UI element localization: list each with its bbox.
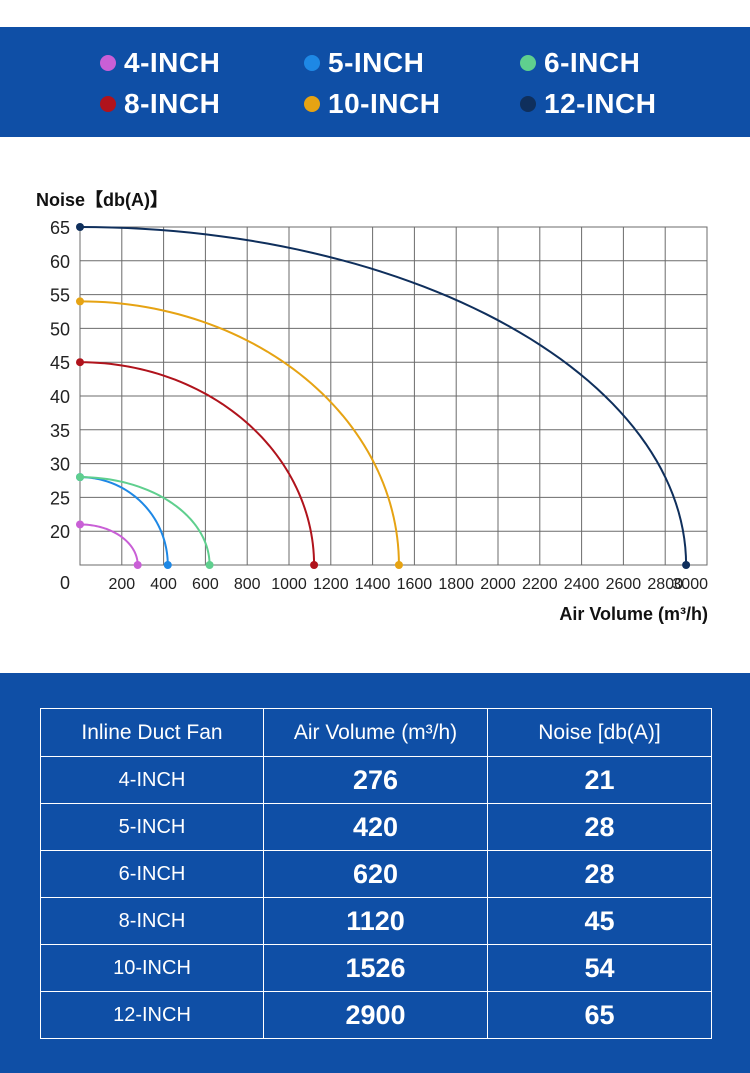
x-tick-label: 2200 (522, 576, 558, 593)
grid (79, 226, 708, 566)
series-line-12-inch (79, 226, 688, 566)
series-point-end (133, 561, 142, 569)
series-point-start (76, 358, 84, 367)
x-tick-label: 200 (108, 576, 135, 593)
x-tick-label: 2600 (606, 576, 642, 593)
legend-label: 12-INCH (544, 88, 657, 119)
legend-item-12-inch: 12-INCH (520, 88, 656, 120)
legend-item-10-inch: 10-INCH (304, 88, 440, 120)
cell-noise: 45 (487, 897, 712, 945)
legend-dot (304, 96, 320, 112)
cell-air-volume: 276 (263, 756, 488, 804)
legend-dot (520, 55, 536, 71)
x-axis-title: Air Volume (m³/h) (559, 604, 708, 624)
y-tick-label: 30 (50, 455, 70, 475)
y-tick-label: 35 (50, 421, 70, 441)
table-row: 12-INCH 2900 65 (40, 991, 712, 1039)
header-air-volume: Air Volume (m³/h) (263, 708, 488, 757)
series-point-end (310, 561, 319, 569)
y-axis-title: Noise【db(A)】 (36, 190, 168, 210)
noise-airflow-chart: Noise【db(A)】 20 25 30 35 40 45 50 55 60 65 0 200 400… (36, 190, 708, 624)
legend-dot (100, 55, 116, 71)
cell-fan: 10-INCH (40, 944, 264, 992)
legend-item-5-inch: 5-INCH (304, 47, 424, 79)
cell-noise: 28 (487, 803, 712, 851)
cell-air-volume: 1120 (263, 897, 488, 945)
series-point-end (394, 561, 403, 569)
legend-dot (520, 96, 536, 112)
legend-label: 5-INCH (328, 47, 425, 78)
x-tick-label: 400 (150, 576, 177, 593)
series-point-start (76, 473, 84, 482)
cell-noise: 21 (487, 756, 712, 804)
series-line-4-inch (79, 523, 139, 566)
cell-fan: 6-INCH (40, 850, 264, 898)
series-line-5-inch (79, 476, 169, 566)
cell-noise: 28 (487, 850, 712, 898)
series-point-start (76, 297, 84, 306)
x-tick-label: 2000 (480, 576, 516, 593)
series-line-6-inch (79, 476, 211, 566)
axis-ticks: 20 25 30 35 40 45 50 55 60 65 0 200 400 600 800 1000 120… (50, 218, 708, 593)
table-row: 10-INCH 1526 54 (40, 944, 712, 992)
cell-air-volume: 1526 (263, 944, 488, 992)
y-tick-label: 50 (50, 319, 70, 339)
y-tick-label: 55 (50, 286, 70, 306)
legend-label: 8-INCH (124, 88, 221, 119)
cell-noise: 65 (487, 991, 712, 1039)
series-line-8-inch (79, 361, 316, 566)
legend-item-6-inch: 6-INCH (520, 47, 640, 79)
header-fan: Inline Duct Fan (40, 708, 264, 757)
x-tick-label: 800 (234, 576, 261, 593)
spec-table: Inline Duct Fan Air Volume (m³/h) Noise … (40, 708, 712, 1039)
series-point-end (163, 561, 172, 569)
legend-dot (100, 96, 116, 112)
table-row: 8-INCH 1120 45 (40, 897, 712, 945)
y-tick-label: 45 (50, 353, 70, 373)
y-tick-label: 20 (50, 522, 70, 542)
legend-item-4-inch: 4-INCH (100, 47, 220, 79)
cell-fan: 4-INCH (40, 756, 264, 804)
y-tick-label: 40 (50, 387, 70, 407)
x-tick-label: 2400 (564, 576, 600, 593)
legend-label: 4-INCH (124, 47, 221, 78)
cell-fan: 5-INCH (40, 803, 264, 851)
series-point-start (76, 223, 84, 231)
series-point-start (76, 520, 84, 529)
x-tick-label: 1000 (271, 576, 307, 593)
cell-air-volume: 420 (263, 803, 488, 851)
legend-dot (304, 55, 320, 71)
x-tick-label: 3000 (672, 576, 708, 593)
x-tick-label: 1200 (313, 576, 349, 593)
series-point-end (205, 561, 214, 569)
legend-item-8-inch: 8-INCH (100, 88, 220, 120)
header-noise: Noise [db(A)] (487, 708, 712, 757)
table-header-row: Inline Duct Fan Air Volume (m³/h) Noise … (40, 708, 712, 757)
y-tick-label: 60 (50, 252, 70, 272)
series-line-10-inch (79, 300, 400, 566)
legend-band: 4-INCH 5-INCH 6-INCH 8-INCH 10-INCH 12-I… (0, 27, 750, 137)
series-point-end (682, 561, 691, 569)
x-tick-label: 1800 (438, 576, 474, 593)
cell-air-volume: 2900 (263, 991, 488, 1039)
series-lines (76, 223, 691, 569)
cell-air-volume: 620 (263, 850, 488, 898)
table-row: 6-INCH 620 28 (40, 850, 712, 898)
x-tick-label: 2800 (647, 576, 683, 593)
cell-fan: 12-INCH (40, 991, 264, 1039)
y-tick-label: 65 (50, 218, 70, 238)
table-row: 5-INCH 420 28 (40, 803, 712, 851)
cell-noise: 54 (487, 944, 712, 992)
legend-label: 10-INCH (328, 88, 441, 119)
y-tick-label: 25 (50, 488, 70, 508)
x-tick-label: 1600 (397, 576, 433, 593)
cell-fan: 8-INCH (40, 897, 264, 945)
legend-label: 6-INCH (544, 47, 641, 78)
table-row: 4-INCH 276 21 (40, 756, 712, 804)
x-tick-label: 600 (192, 576, 219, 593)
x-tick-label: 0 (60, 573, 70, 593)
x-tick-label: 1400 (355, 576, 391, 593)
